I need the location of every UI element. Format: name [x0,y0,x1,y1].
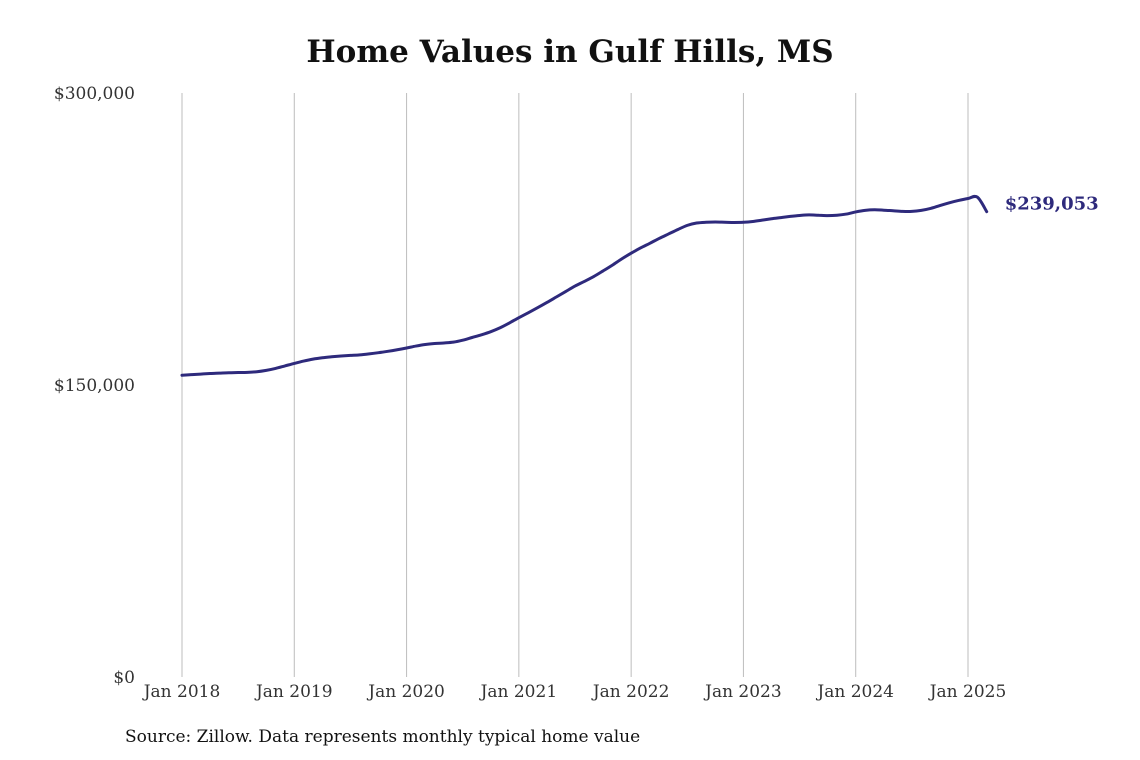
chart-title: Home Values in Gulf Hills, MS [306,34,834,70]
end-value-label: $239,053 [1005,194,1099,215]
x-tick-label: Jan 2018 [142,682,221,702]
source-note: Source: Zillow. Data represents monthly … [125,727,641,747]
x-tick-label: Jan 2023 [703,682,782,702]
series-line [180,194,989,377]
x-tick-label: Jan 2021 [479,682,558,702]
y-tick-label: $300,000 [54,84,135,104]
y-tick-label: $0 [113,668,135,688]
x-tick-label: Jan 2022 [591,682,670,702]
y-tick-label: $150,000 [54,376,135,396]
x-tick-label: Jan 2025 [928,682,1007,702]
x-tick-label: Jan 2020 [366,682,445,702]
x-tick-label: Jan 2019 [254,682,333,702]
x-tick-label: Jan 2024 [815,682,894,702]
